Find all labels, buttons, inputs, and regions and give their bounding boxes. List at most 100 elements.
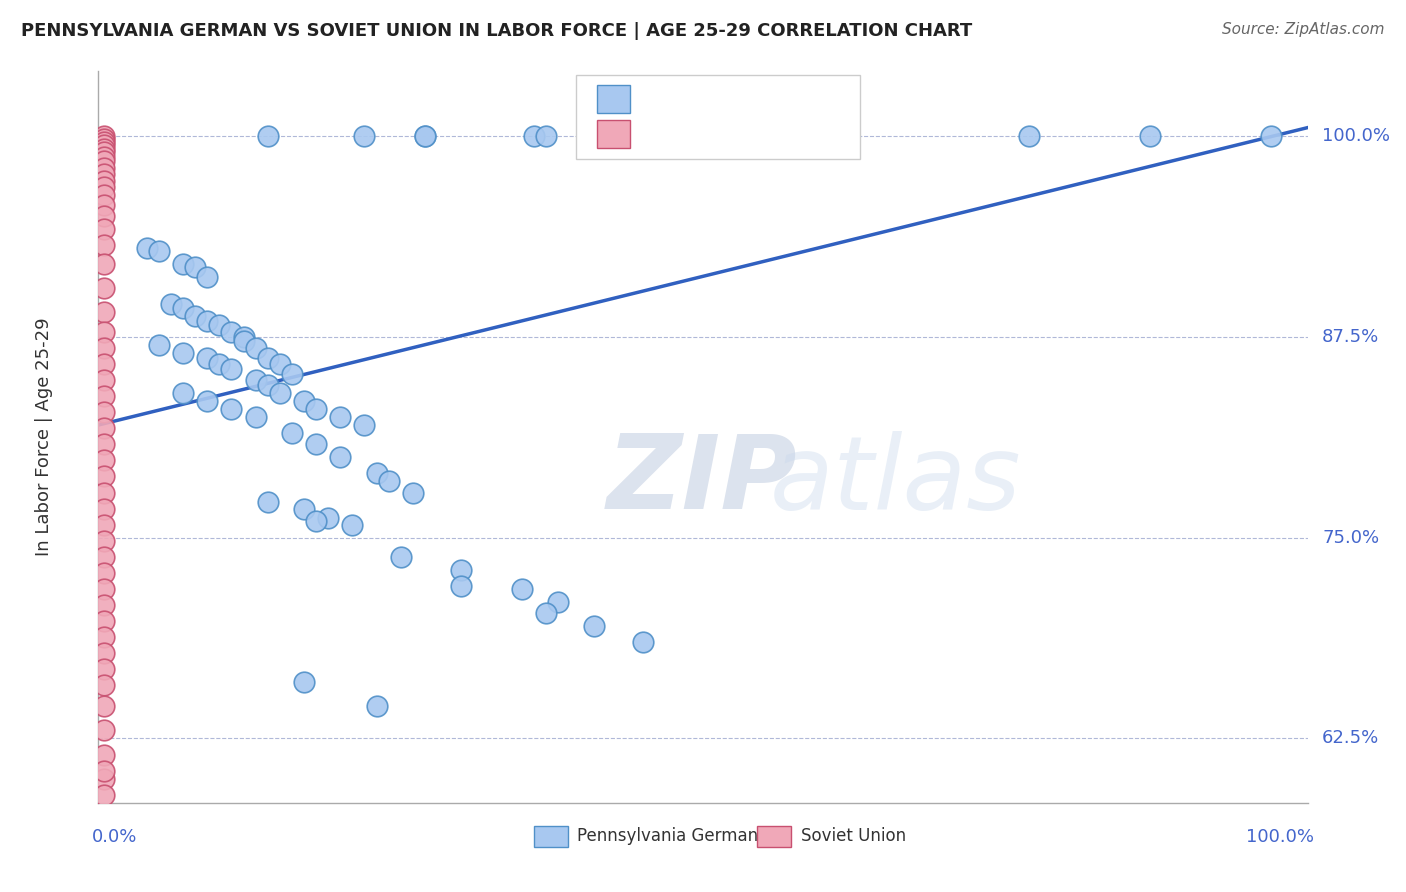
Point bbox=[208, 318, 231, 333]
Text: R = 0.373   N = 72: R = 0.373 N = 72 bbox=[645, 90, 803, 108]
Point bbox=[644, 128, 666, 143]
Point bbox=[450, 563, 472, 577]
Point bbox=[413, 128, 436, 143]
Point bbox=[93, 662, 115, 676]
Text: 75.0%: 75.0% bbox=[1322, 529, 1379, 547]
Point bbox=[305, 437, 328, 451]
Point bbox=[93, 341, 115, 355]
Point bbox=[583, 619, 606, 633]
Point bbox=[776, 128, 799, 143]
Point bbox=[93, 453, 115, 467]
Bar bbox=[596, 120, 630, 148]
Point bbox=[93, 566, 115, 580]
Text: PENNSYLVANIA GERMAN VS SOVIET UNION IN LABOR FORCE | AGE 25-29 CORRELATION CHART: PENNSYLVANIA GERMAN VS SOVIET UNION IN L… bbox=[21, 22, 973, 40]
Point bbox=[305, 515, 328, 529]
Point bbox=[256, 377, 278, 392]
Point bbox=[195, 351, 218, 365]
Point bbox=[93, 154, 115, 169]
Point bbox=[93, 421, 115, 435]
Point bbox=[292, 501, 315, 516]
Point bbox=[93, 699, 115, 714]
Point bbox=[93, 167, 115, 181]
Point bbox=[377, 475, 399, 489]
Point bbox=[93, 128, 115, 143]
Point bbox=[366, 467, 388, 481]
Point bbox=[93, 281, 115, 295]
Point bbox=[93, 517, 115, 532]
Point bbox=[366, 699, 388, 714]
Point bbox=[389, 549, 412, 564]
Text: Source: ZipAtlas.com: Source: ZipAtlas.com bbox=[1222, 22, 1385, 37]
Point bbox=[547, 595, 569, 609]
Point bbox=[93, 678, 115, 692]
Text: 100.0%: 100.0% bbox=[1246, 829, 1313, 847]
Point bbox=[93, 598, 115, 612]
Point bbox=[232, 334, 254, 349]
Point bbox=[269, 357, 291, 371]
Point bbox=[644, 128, 666, 143]
Point bbox=[148, 244, 170, 259]
Point bbox=[172, 385, 194, 400]
Point bbox=[148, 337, 170, 351]
Point bbox=[93, 549, 115, 564]
Bar bbox=[596, 86, 630, 113]
Point bbox=[93, 209, 115, 223]
Point bbox=[631, 635, 654, 649]
Point bbox=[93, 582, 115, 596]
Point bbox=[329, 409, 352, 424]
Point bbox=[208, 357, 231, 371]
Point bbox=[93, 373, 115, 387]
Point bbox=[583, 128, 606, 143]
Point bbox=[93, 180, 115, 194]
Text: 62.5%: 62.5% bbox=[1322, 730, 1379, 747]
Point bbox=[93, 723, 115, 738]
Point bbox=[221, 325, 243, 339]
Text: 0.0%: 0.0% bbox=[93, 829, 138, 847]
Point bbox=[93, 646, 115, 660]
Text: 100.0%: 100.0% bbox=[1322, 127, 1391, 145]
Point bbox=[93, 188, 115, 202]
Point bbox=[305, 401, 328, 416]
Point bbox=[281, 425, 304, 440]
Point bbox=[93, 238, 115, 252]
Point bbox=[93, 138, 115, 153]
Point bbox=[93, 389, 115, 403]
Point bbox=[93, 325, 115, 339]
Point bbox=[172, 345, 194, 359]
Point bbox=[93, 132, 115, 146]
Point bbox=[342, 517, 364, 532]
Point bbox=[292, 675, 315, 690]
Point bbox=[93, 145, 115, 159]
Point bbox=[1260, 128, 1282, 143]
Point bbox=[93, 357, 115, 371]
Point bbox=[256, 128, 278, 143]
Text: R = 0.509   N = 49: R = 0.509 N = 49 bbox=[645, 125, 801, 144]
Point bbox=[245, 409, 267, 424]
Point bbox=[450, 579, 472, 593]
Point bbox=[172, 257, 194, 271]
Bar bbox=[534, 826, 568, 847]
Point bbox=[93, 142, 115, 156]
Point bbox=[353, 417, 375, 432]
Point bbox=[93, 630, 115, 644]
FancyBboxPatch shape bbox=[576, 75, 860, 159]
Point bbox=[256, 351, 278, 365]
Point bbox=[413, 128, 436, 143]
Point bbox=[607, 128, 630, 143]
Point bbox=[93, 614, 115, 628]
Point bbox=[221, 361, 243, 376]
Point bbox=[93, 533, 115, 548]
Text: 87.5%: 87.5% bbox=[1322, 327, 1379, 345]
Point bbox=[93, 135, 115, 149]
Point bbox=[1018, 128, 1040, 143]
Point bbox=[184, 309, 207, 323]
Point bbox=[93, 437, 115, 451]
Bar bbox=[758, 826, 792, 847]
Point bbox=[510, 582, 533, 596]
Point bbox=[93, 485, 115, 500]
Point bbox=[245, 373, 267, 387]
Point bbox=[93, 788, 115, 802]
Point bbox=[534, 606, 557, 620]
Point bbox=[93, 222, 115, 236]
Text: Pennsylvania Germans: Pennsylvania Germans bbox=[578, 828, 768, 846]
